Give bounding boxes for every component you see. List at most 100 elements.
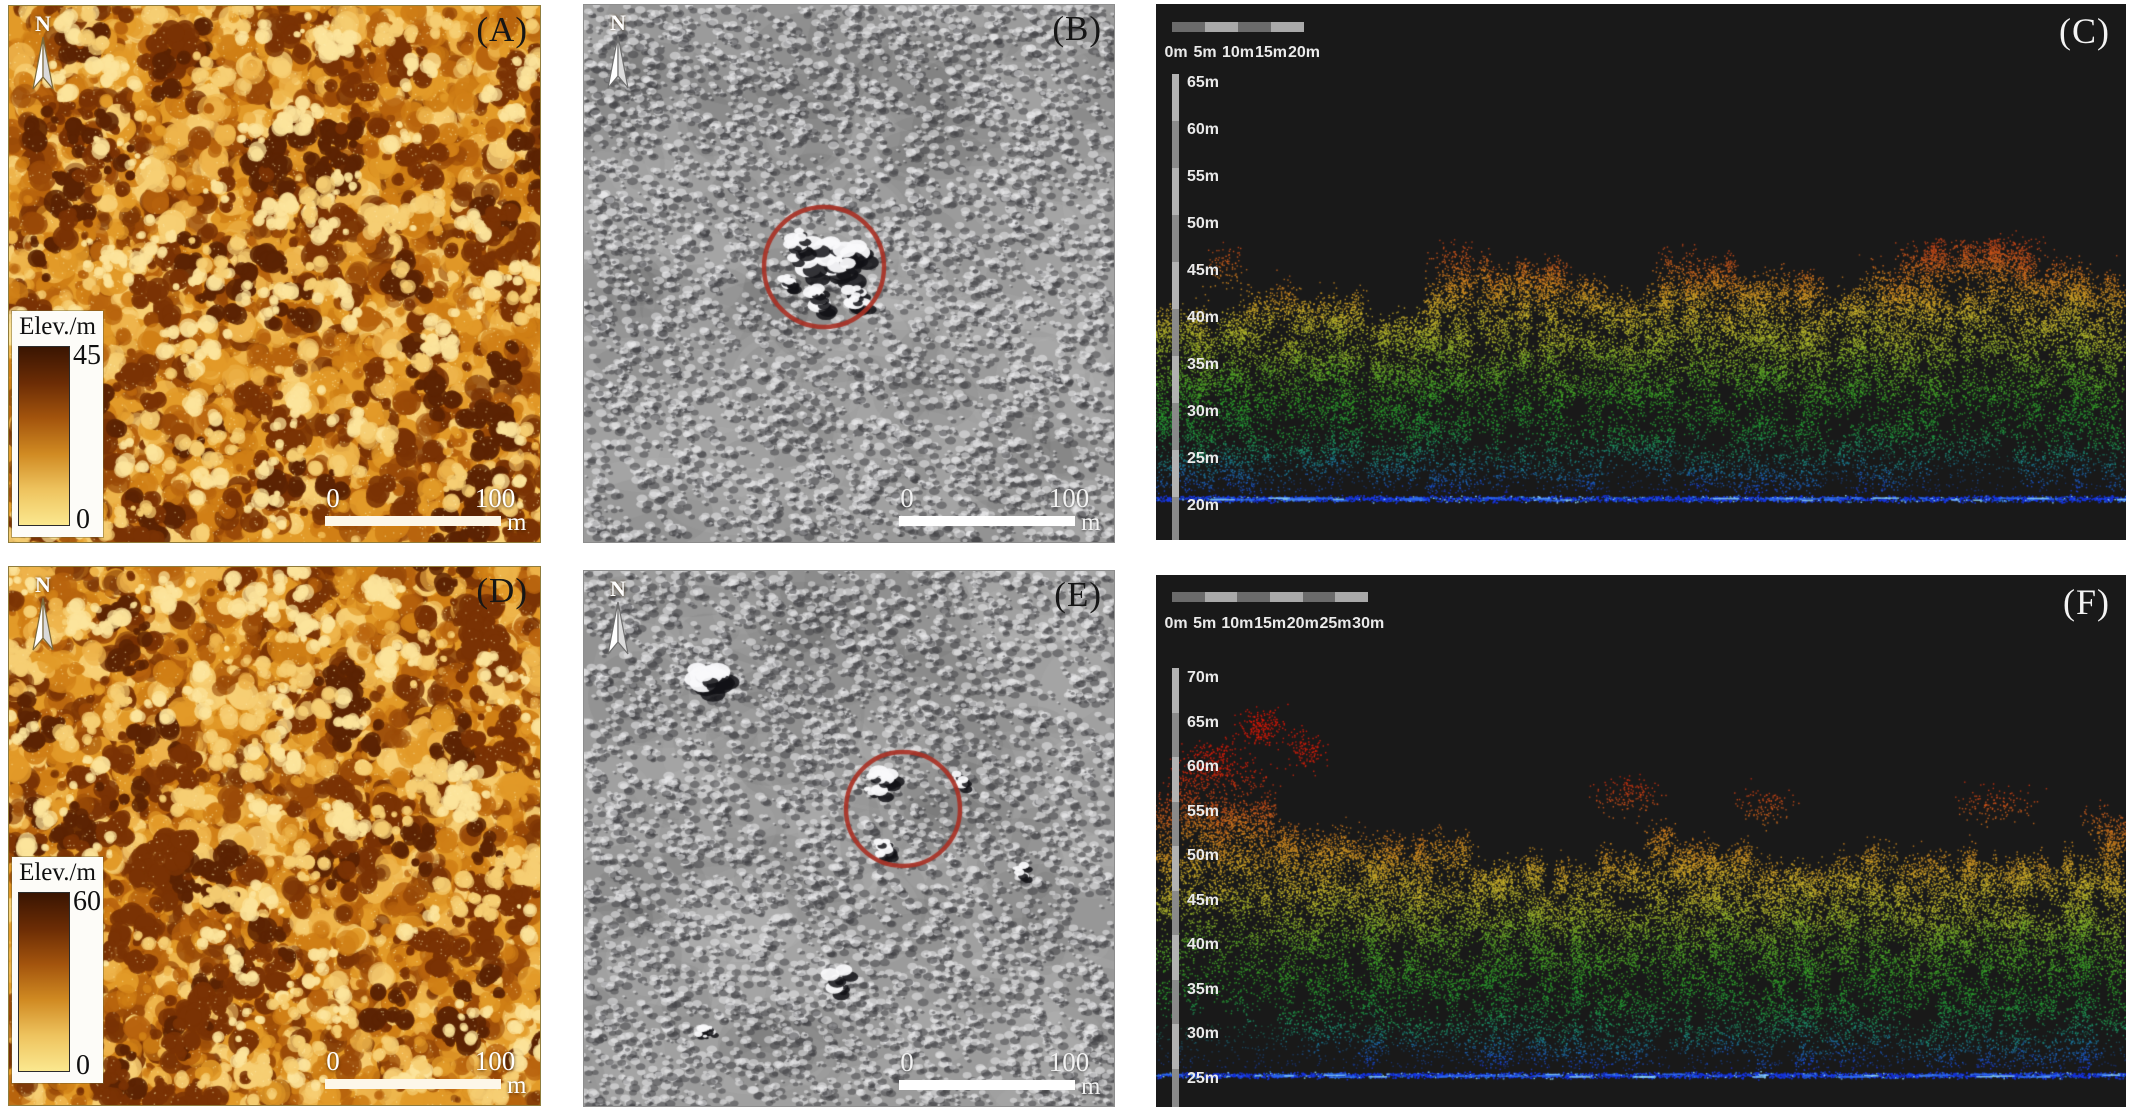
- elevation-scale-segment: [1172, 846, 1179, 891]
- distance-scale-segment: [1270, 592, 1303, 602]
- legend-title: Elev./m: [19, 859, 96, 886]
- elevation-tick-label: 65m: [1187, 74, 1220, 91]
- distance-scale-segment: [1237, 592, 1271, 602]
- elevation-tick-label: 30m: [1187, 403, 1220, 420]
- scale-bar-line: [325, 1079, 501, 1089]
- elevation-scale-segment: [1172, 757, 1179, 802]
- panel-point-cloud-profile-F: 0m 5m 10m 15m 20m 25m 30m 70m 65m 60m 55m 50m 45m 40…: [1156, 575, 2126, 1107]
- elevation-scale-segment: [1172, 979, 1179, 1024]
- panel-hillshade-E: N 0 100 m (E): [583, 570, 1115, 1107]
- elevation-tick-label: 45m: [1187, 262, 1220, 279]
- distance-scale-segment: [1172, 592, 1205, 602]
- panel-point-cloud-profile-C: 0m 5m 10m 15m 20m 65m 60m 55m 50m 45m 40m 35m 30m 25…: [1156, 4, 2126, 540]
- point-cloud-canvas-C: [1156, 4, 2126, 540]
- elevation-scale-segment: [1172, 668, 1179, 713]
- distance-tick-label: 15m: [1254, 44, 1288, 61]
- panel-label-D: (D): [476, 571, 528, 610]
- elevation-tick-label: 40m: [1187, 309, 1220, 326]
- north-label: N: [610, 10, 626, 35]
- elevation-tick-label: 50m: [1187, 215, 1220, 232]
- scale-bar-unit: m: [507, 509, 527, 536]
- elevation-scale-segment: [1172, 801, 1179, 846]
- scale-bar-line: [899, 1080, 1075, 1090]
- scale-bar-start: 0: [326, 1046, 340, 1076]
- legend-max-value: 60: [73, 886, 101, 917]
- scale-bar-end: 100: [474, 1046, 516, 1076]
- scale-bar-end: 100: [1048, 483, 1090, 513]
- elevation-scale-bar: [1172, 668, 1179, 1107]
- panel-label-E: (E): [1054, 575, 1102, 614]
- panel-label-F: (F): [2063, 582, 2110, 622]
- hillshade-canvas-E: [584, 571, 1114, 1106]
- scale-bar-end: 100: [474, 483, 516, 513]
- elevation-tick-label: 65m: [1187, 713, 1220, 731]
- distance-tick-label: 5m: [1193, 44, 1217, 61]
- distance-scale-segment: [1172, 22, 1205, 32]
- scale-bar-unit: m: [507, 1072, 527, 1099]
- elevation-tick-label: 55m: [1187, 168, 1220, 185]
- distance-scale-segment: [1271, 22, 1304, 32]
- panel-hillshade-B: N 0 100 m (B): [583, 4, 1115, 543]
- elevation-scale-bar: [1172, 74, 1179, 540]
- elevation-scale-segment: [1172, 356, 1179, 403]
- elevation-tick-label: 60m: [1187, 758, 1220, 775]
- scale-bar-unit: m: [1081, 1073, 1101, 1100]
- elevation-scale-segment: [1172, 262, 1179, 309]
- north-arrow: N: [22, 574, 64, 653]
- elevation-scale-segment: [1172, 935, 1179, 980]
- legend-min-value: 0: [76, 1050, 90, 1081]
- elevation-scale-segment: [1172, 1024, 1179, 1069]
- distance-scale-segment: [1335, 592, 1369, 602]
- elevation-tick-label: 60m: [1187, 121, 1220, 138]
- elevation-scale-segment: [1172, 168, 1179, 215]
- elevation-tick-label: 25m: [1187, 1069, 1220, 1087]
- distance-tick-label: 30m: [1352, 615, 1385, 632]
- north-arrow: N: [22, 13, 64, 92]
- elevation-scale-segment: [1172, 309, 1179, 356]
- distance-tick-label: 25m: [1319, 615, 1352, 632]
- north-arrow-icon: [607, 35, 629, 89]
- distance-scale-bar: [1172, 22, 1304, 32]
- north-arrow-icon: [32, 36, 54, 90]
- north-label: N: [610, 576, 626, 601]
- scale-bar-start: 0: [326, 483, 340, 513]
- elevation-tick-label: 25m: [1187, 450, 1220, 467]
- scale-bar: 0 100 m: [323, 483, 531, 536]
- scale-bar-line: [899, 516, 1075, 526]
- elevation-tick-label: 40m: [1187, 936, 1220, 953]
- panel-label-A: (A): [476, 10, 528, 49]
- scale-bar-unit: m: [1081, 509, 1101, 536]
- elevation-scale-segment: [1172, 215, 1179, 262]
- elevation-scale-segment: [1172, 403, 1179, 450]
- elevation-colorbar: [18, 892, 70, 1072]
- distance-tick-label: 10m: [1221, 615, 1254, 632]
- elevation-tick-label: 35m: [1187, 356, 1220, 373]
- distance-tick-label: 0m: [1164, 44, 1188, 61]
- elevation-scale-segment: [1172, 121, 1179, 168]
- north-arrow: N: [597, 12, 639, 91]
- legend-max-value: 45: [73, 340, 101, 371]
- hillshade-canvas-B: [584, 5, 1114, 542]
- elevation-scale-segment: [1172, 712, 1179, 757]
- north-arrow: N: [597, 578, 639, 657]
- scale-bar-start: 0: [900, 1047, 914, 1077]
- scale-bar-line: [325, 516, 501, 526]
- distance-tick-label: 20m: [1287, 44, 1321, 61]
- panel-canopy-height-model-A: N Elev./m 45 0 0 100 m (A): [8, 5, 541, 543]
- north-label: N: [35, 572, 51, 597]
- panel-label-C: (C): [2059, 11, 2110, 51]
- panel-canopy-height-model-D: N Elev./m 60 0 0 100 m (D): [8, 566, 541, 1106]
- elevation-tick-label: 70m: [1187, 669, 1220, 686]
- elevation-tick-label: 20m: [1187, 497, 1220, 514]
- north-label: N: [35, 11, 51, 36]
- elevation-scale-segment: [1172, 497, 1179, 540]
- distance-tick-label: 5m: [1193, 615, 1217, 632]
- elevation-scale-segment: [1172, 74, 1179, 121]
- distance-tick-label: 20m: [1286, 615, 1319, 632]
- elevation-legend: Elev./m 45 0: [12, 311, 103, 537]
- elevation-legend: Elev./m 60 0: [12, 857, 103, 1083]
- scale-bar-end: 100: [1048, 1047, 1090, 1077]
- north-arrow-icon: [607, 601, 629, 655]
- scale-bar: 0 100 m: [897, 483, 1105, 536]
